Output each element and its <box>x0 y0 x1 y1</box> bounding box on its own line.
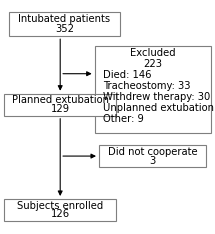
Text: Died: 146: Died: 146 <box>103 70 151 80</box>
Text: 126: 126 <box>51 209 70 219</box>
Text: Other: 9: Other: 9 <box>103 114 144 124</box>
Text: Unplanned extubation: 5: Unplanned extubation: 5 <box>103 103 215 113</box>
Text: Subjects enrolled: Subjects enrolled <box>17 201 103 211</box>
Text: Intubated patients: Intubated patients <box>18 14 111 24</box>
Text: 129: 129 <box>51 104 70 114</box>
Text: 223: 223 <box>143 59 162 69</box>
Text: Excluded: Excluded <box>130 48 175 58</box>
Text: 3: 3 <box>149 156 156 166</box>
Bar <box>95 46 211 133</box>
Bar <box>4 94 116 116</box>
Text: Did not cooperate: Did not cooperate <box>108 147 197 157</box>
Text: Planned extubation: Planned extubation <box>12 95 109 105</box>
Bar <box>4 199 116 221</box>
Bar <box>99 145 206 167</box>
Text: Tracheostomy: 33: Tracheostomy: 33 <box>103 81 190 91</box>
Text: Withdrew therapy: 30: Withdrew therapy: 30 <box>103 92 210 102</box>
Text: 352: 352 <box>55 24 74 34</box>
Bar <box>9 12 120 36</box>
